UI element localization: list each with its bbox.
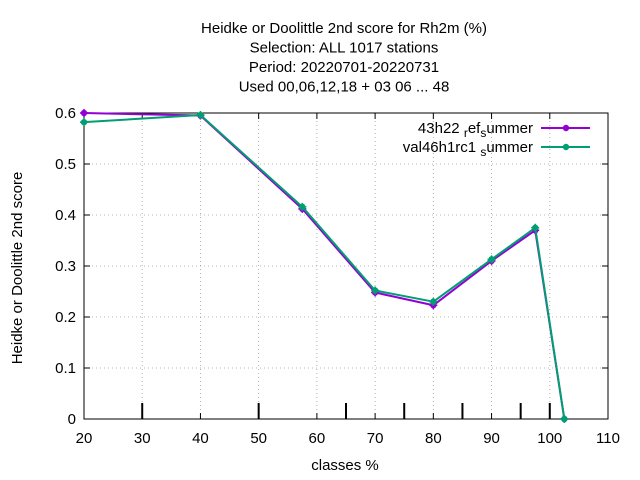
title-line: Selection: ALL 1017 stations [250, 40, 439, 57]
x-tick-label: 50 [250, 430, 267, 447]
legend-label: val46h1rc1 summer [403, 139, 533, 159]
title-line: Heidke or Doolittle 2nd score for Rh2m (… [201, 20, 487, 37]
data-point [487, 255, 496, 264]
x-tick-label: 90 [483, 430, 500, 447]
y-tick-label: 0 [68, 411, 76, 428]
series-1 [80, 111, 569, 423]
x-tick-label: 110 [596, 430, 620, 447]
class-markers [141, 403, 551, 419]
y-tick-label: 0.3 [55, 258, 76, 275]
data-point [531, 223, 540, 232]
x-axis-ticks: 20 30 40 50 60 70 80 90 100 110 [76, 113, 620, 447]
y-tick-label: 0.1 [55, 360, 76, 377]
title-line: Period: 20220701-20220731 [249, 59, 439, 76]
plot-frame [83, 112, 609, 420]
data-point [429, 297, 438, 306]
x-tick-label: 80 [425, 430, 442, 447]
x-tick-label: 30 [134, 430, 151, 447]
grid [84, 113, 608, 419]
y-tick-label: 0.6 [55, 105, 76, 122]
y-tick-label: 0.2 [55, 309, 76, 326]
legend-entry: val46h1rc1 summer [403, 139, 590, 159]
x-tick-label: 100 [537, 430, 562, 447]
data-point [80, 109, 88, 117]
data-point [371, 286, 380, 295]
data-point [560, 415, 569, 423]
data-point [80, 118, 88, 127]
y-axis-ticks: 0 0.1 0.2 0.3 0.4 0.5 0.6 [55, 105, 608, 428]
x-tick-label: 20 [76, 430, 93, 447]
chart-title: Heidke or Doolittle 2nd score for Rh2m (… [201, 20, 487, 96]
y-tick-label: 0.5 [55, 156, 76, 173]
data-point [298, 202, 307, 211]
x-tick-label: 40 [192, 430, 209, 447]
y-tick-label: 0.4 [55, 207, 76, 224]
y-axis-label: Heidke or Doolittle 2nd score [9, 172, 26, 365]
series [80, 109, 569, 423]
x-tick-label: 70 [367, 430, 384, 447]
series-line [83, 114, 566, 420]
x-tick-label: 60 [309, 430, 326, 447]
legend-label: 43h22 refsummer [418, 120, 533, 140]
x-axis-label: classes % [311, 457, 379, 474]
title-line: Used 00,06,12,18 + 03 06 ... 48 [239, 79, 450, 96]
legend-entry: 43h22 refsummer [418, 120, 590, 140]
data-point [196, 111, 205, 120]
